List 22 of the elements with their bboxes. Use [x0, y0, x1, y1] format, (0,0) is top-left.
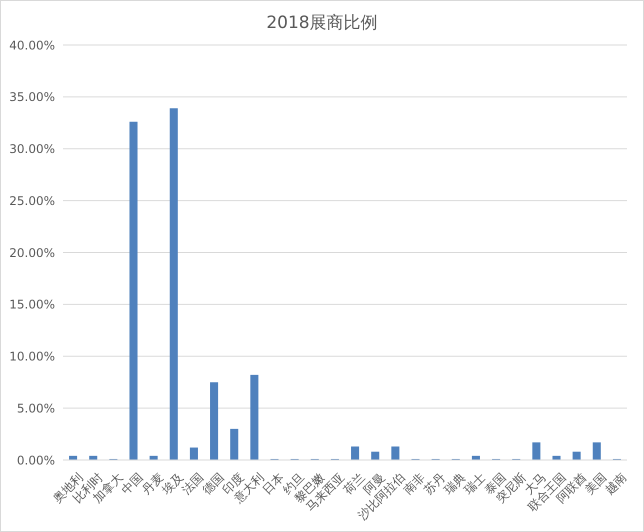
y-tick-label: 10.00%: [9, 350, 55, 364]
y-tick-label: 25.00%: [9, 194, 55, 208]
bar: [351, 446, 360, 460]
y-tick-label: 30.00%: [9, 142, 55, 156]
bar: [210, 382, 218, 460]
y-tick-label: 35.00%: [9, 90, 55, 104]
bar: [230, 428, 238, 460]
bar: [592, 442, 601, 460]
bar: [371, 452, 380, 460]
bar: [532, 442, 540, 460]
y-tick-label: 15.00%: [9, 298, 55, 312]
bar: [250, 374, 258, 460]
y-tick-label: 5.00%: [16, 401, 55, 416]
y-tick-label: 40.00%: [9, 38, 55, 52]
bar: [170, 108, 178, 460]
bar: [391, 446, 400, 460]
y-tick-label: 20.00%: [9, 246, 55, 260]
bar: [572, 452, 581, 460]
bar: [190, 448, 198, 460]
bar: [129, 122, 138, 460]
y-tick-label: 0.00%: [16, 453, 55, 468]
chart-title: 2018展商比例: [265, 12, 379, 35]
